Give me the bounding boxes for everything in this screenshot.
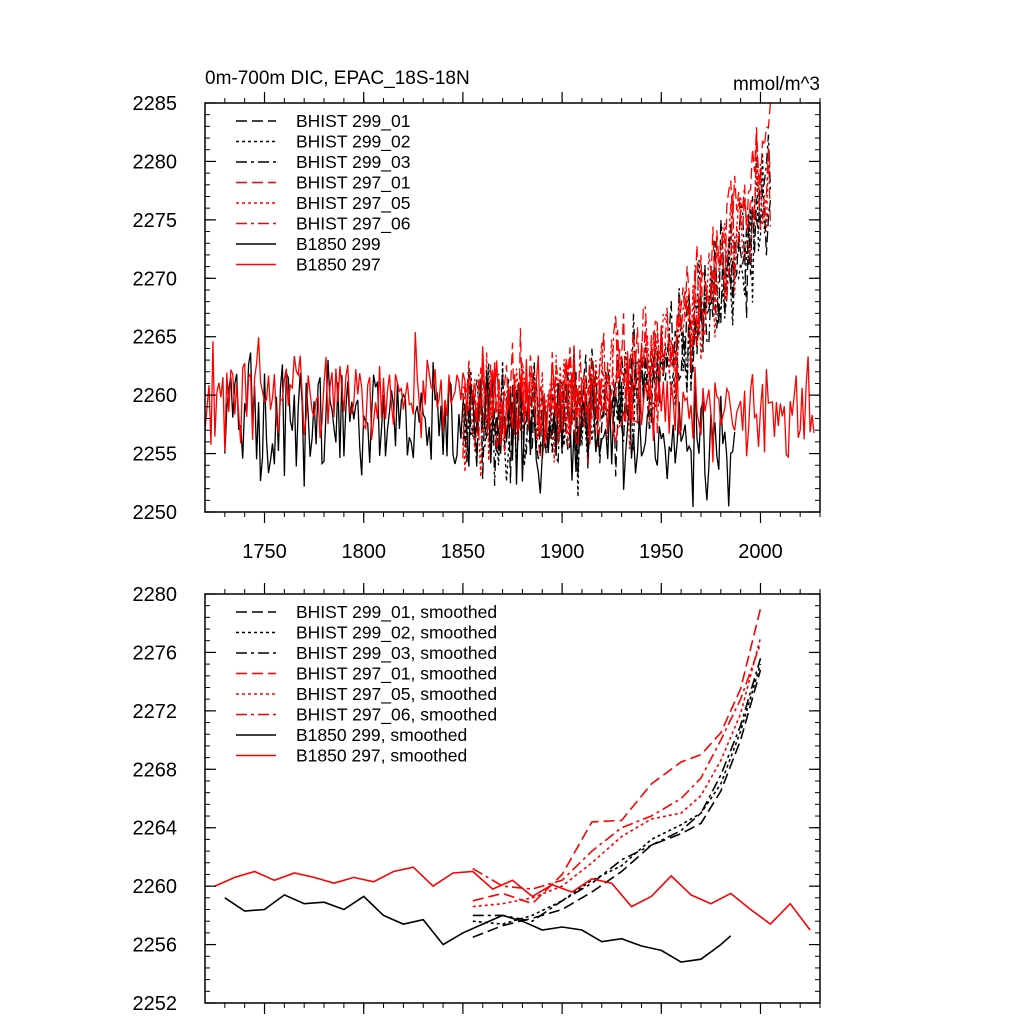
legend-label: BHIST 299_02 bbox=[296, 132, 410, 153]
x-tick-label: 2000 bbox=[738, 541, 783, 563]
legend-label: B1850 297, smoothed bbox=[296, 746, 467, 766]
legend-label: BHIST 297_01 bbox=[296, 173, 410, 194]
y-tick-label: 2280 bbox=[133, 151, 178, 173]
legend-label: BHIST 299_03, smoothed bbox=[296, 643, 497, 664]
y-tick-label: 2276 bbox=[133, 642, 178, 664]
series-line bbox=[204, 332, 815, 463]
y-tick-label: 2260 bbox=[133, 385, 178, 407]
y-tick-label: 2265 bbox=[133, 327, 178, 349]
top-plot-frame bbox=[204, 102, 821, 513]
y-tick-label: 2260 bbox=[133, 876, 178, 898]
legend-label: BHIST 297_06, smoothed bbox=[296, 705, 497, 726]
top-series-group bbox=[204, 102, 815, 508]
legend-label: BHIST 297_06 bbox=[296, 214, 410, 235]
series-line bbox=[472, 643, 762, 890]
y-tick-label: 2275 bbox=[133, 210, 178, 232]
series-line bbox=[462, 152, 772, 478]
series-line bbox=[472, 663, 762, 925]
legend-label: BHIST 299_03 bbox=[296, 152, 410, 173]
x-tick-label: 1950 bbox=[639, 541, 684, 563]
series-line bbox=[472, 658, 762, 923]
top-panel: 0m-700m DIC, EPAC_18S-18N mmol/m^3 22502… bbox=[133, 68, 821, 563]
y-tick-label: 2280 bbox=[133, 584, 178, 606]
top-ticks-group: 2250 2255 2260 2265 2270 2275 2280 2285 1750 1800… bbox=[133, 92, 821, 563]
y-tick-label: 2272 bbox=[133, 701, 178, 723]
legend-label: BHIST 297_05 bbox=[296, 193, 410, 214]
legend-label: B1850 297 bbox=[296, 255, 381, 275]
units-label: mmol/m^3 bbox=[733, 74, 820, 95]
legend-label: BHIST 299_01 bbox=[296, 111, 410, 132]
series-line bbox=[224, 893, 732, 963]
x-tick-label: 1800 bbox=[341, 541, 386, 563]
y-tick-label: 2255 bbox=[133, 444, 178, 466]
y-tick-label: 2264 bbox=[133, 818, 178, 840]
y-tick-label: 2270 bbox=[133, 268, 178, 290]
series-line bbox=[224, 352, 736, 508]
x-tick-label: 1900 bbox=[540, 541, 585, 563]
series-line bbox=[472, 608, 762, 905]
y-tick-label: 2268 bbox=[133, 759, 178, 781]
x-tick-label: 1750 bbox=[242, 541, 287, 563]
bottom-plot-frame bbox=[204, 593, 821, 1004]
bottom-ticks-group: 2252 2256 2260 2264 2268 2272 2276 2280 bbox=[133, 583, 821, 1015]
y-tick-label: 2256 bbox=[133, 935, 178, 957]
y-tick-label: 2252 bbox=[133, 993, 178, 1015]
legend-label: BHIST 297_01, smoothed bbox=[296, 664, 497, 685]
bottom-panel: 2252 2256 2260 2264 2268 2272 2276 2280 BHIST 2… bbox=[133, 583, 821, 1015]
series-line bbox=[214, 866, 811, 931]
y-tick-label: 2250 bbox=[133, 502, 178, 524]
y-tick-label: 2285 bbox=[133, 93, 178, 115]
bottom-series-group bbox=[214, 608, 811, 963]
chart-title: 0m-700m DIC, EPAC_18S-18N bbox=[205, 68, 470, 89]
series-line bbox=[472, 669, 762, 939]
series-line bbox=[462, 132, 772, 459]
x-tick-label: 1850 bbox=[441, 541, 486, 563]
series-line bbox=[472, 637, 762, 908]
legend-label: B1850 299 bbox=[296, 234, 381, 254]
legend-label: BHIST 299_02, smoothed bbox=[296, 623, 497, 644]
legend-label: BHIST 299_01, smoothed bbox=[296, 602, 497, 623]
legend-label: BHIST 297_05, smoothed bbox=[296, 684, 497, 705]
legend-label: B1850 299, smoothed bbox=[296, 725, 467, 745]
